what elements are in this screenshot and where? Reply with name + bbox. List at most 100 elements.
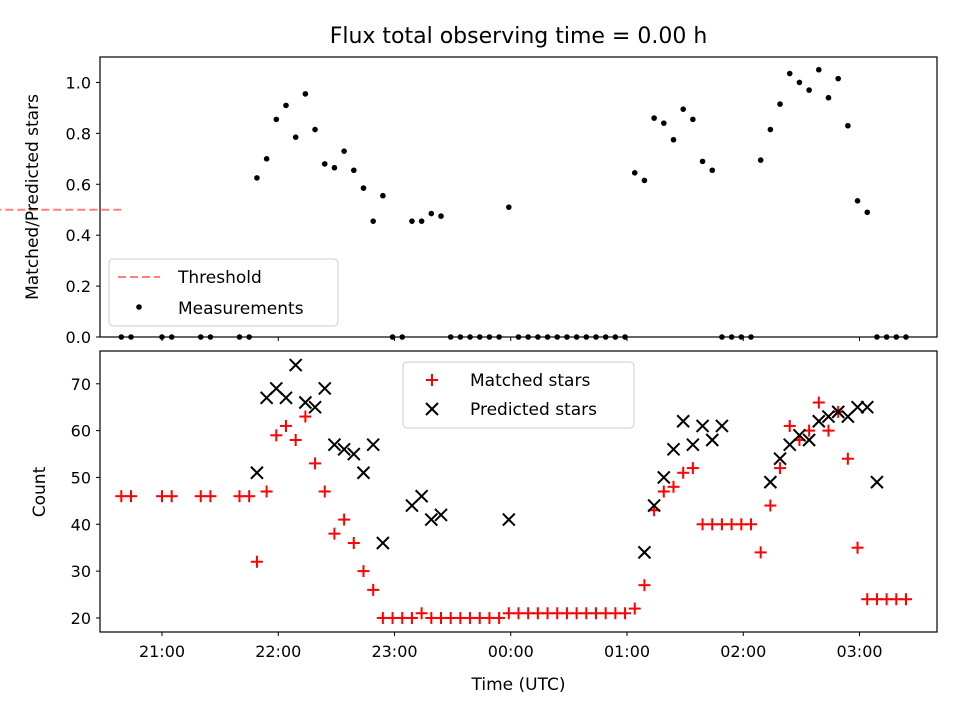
- bottom-y-tick-label: 60: [71, 422, 91, 441]
- predicted-star-point: [250, 466, 264, 480]
- predicted-star-point: [424, 512, 439, 527]
- measurement-point: [767, 126, 774, 133]
- predicted-star-point: [860, 400, 874, 414]
- predicted-star-point: [347, 447, 361, 461]
- measurement-point: [506, 204, 512, 210]
- matched-star-point: [841, 452, 854, 465]
- matched-star-point: [338, 513, 351, 526]
- measurement-point: [263, 156, 270, 162]
- predicted-star-point: [773, 452, 787, 466]
- measurement-point: [380, 192, 386, 199]
- measurement-point: [864, 209, 871, 216]
- measurement-point: [699, 158, 706, 165]
- matched-star-point: [347, 537, 360, 550]
- top-legend: Threshold Measurements: [108, 258, 339, 327]
- matched-star-point: [357, 565, 370, 578]
- matched-star-point: [270, 429, 283, 442]
- matched-star-point: [250, 555, 263, 568]
- top-y-tick-label: 0.2: [66, 277, 91, 296]
- measurement-point: [651, 115, 657, 121]
- predicted-star-point: [366, 437, 380, 452]
- predicted-star-point: [288, 358, 303, 372]
- predicted-star-point: [676, 414, 690, 428]
- predicted-star-point: [279, 391, 293, 405]
- bottom-panel-points: [115, 358, 912, 624]
- predicted-star-point: [695, 419, 710, 433]
- predicted-star-point: [812, 414, 826, 428]
- bottom-y-tick-label: 40: [71, 515, 91, 534]
- bottom-y-tick-label: 20: [71, 609, 91, 628]
- matched-star-point: [493, 611, 506, 624]
- predicted-star-point: [657, 470, 671, 485]
- matched-star-point: [667, 480, 680, 493]
- x-tick-label: 22:00: [255, 642, 301, 661]
- matched-star-point: [754, 546, 767, 559]
- matched-star-point: [628, 602, 641, 615]
- measurement-point: [777, 101, 783, 107]
- measurement-point: [418, 218, 425, 224]
- bottom-legend: Matched stars Predicted stars: [402, 361, 635, 429]
- top-y-tick-label: 1.0: [66, 73, 91, 92]
- bottom-legend-box: [402, 361, 635, 429]
- legend-matched-label: Matched stars: [470, 371, 590, 391]
- bottom-y-tick-label: 70: [71, 375, 91, 394]
- measurement-point: [845, 122, 851, 129]
- measurement-point: [806, 87, 812, 93]
- bottom-y-tick-label: 50: [71, 468, 91, 487]
- matched-star-point: [280, 419, 292, 432]
- matched-star-point: [309, 457, 322, 470]
- x-tick-label: 00:00: [488, 642, 534, 661]
- measurement-point: [302, 91, 309, 97]
- measurement-point: [292, 134, 299, 140]
- matched-star-point: [657, 485, 670, 498]
- matched-star-point: [318, 485, 331, 498]
- measurement-point: [438, 213, 444, 219]
- predicted-star-point: [327, 437, 342, 452]
- matched-star-point: [619, 607, 632, 620]
- matched-star-point: [745, 518, 757, 531]
- predicted-star-point: [802, 433, 816, 447]
- predicted-star-point: [715, 419, 729, 433]
- predicted-star-point: [647, 498, 661, 513]
- legend-predicted-label: Predicted stars: [470, 400, 597, 420]
- predicted-star-point: [666, 442, 681, 457]
- predicted-star-point: [502, 512, 516, 527]
- measurement-point: [370, 218, 376, 224]
- x-tick-label: 01:00: [604, 642, 650, 661]
- measurement-point: [641, 177, 648, 184]
- legend-threshold-label: Threshold: [177, 268, 262, 288]
- measurement-point: [825, 94, 832, 101]
- legend-predicted-swatch: [425, 402, 439, 416]
- legend-measurements-label: Measurements: [178, 299, 304, 319]
- x-tick-label: 21:00: [139, 642, 185, 661]
- measurement-point: [631, 170, 638, 176]
- predicted-star-point: [356, 466, 371, 480]
- x-axis-label: Time (UTC): [471, 675, 566, 695]
- measurement-point: [757, 157, 764, 163]
- predicted-star-point: [792, 428, 807, 443]
- measurement-point: [312, 126, 318, 133]
- top-panel-y-ticks: 0.0 0.2 0.4 0.6 0.8 1.0: [66, 73, 100, 347]
- top-y-tick-label: 0.6: [66, 175, 91, 194]
- predicted-star-point: [337, 442, 351, 457]
- measurement-point: [409, 218, 415, 224]
- top-legend-box: [108, 258, 339, 327]
- predicted-star-point: [831, 405, 845, 419]
- top-y-tick-label: 0.8: [66, 124, 91, 143]
- measurement-point: [254, 175, 260, 181]
- x-tick-label: 23:00: [371, 642, 417, 661]
- matched-star-point: [638, 579, 651, 592]
- predicted-star-point: [637, 545, 652, 560]
- measurement-point: [283, 102, 289, 109]
- predicted-star-point: [763, 475, 778, 489]
- top-y-tick-label: 0.0: [66, 328, 91, 347]
- measurement-point: [680, 106, 686, 112]
- predicted-star-point: [821, 409, 836, 424]
- matched-star-point: [851, 541, 864, 554]
- matched-star-point: [165, 490, 178, 503]
- matched-star-point: [415, 607, 428, 620]
- predicted-star-point: [434, 508, 448, 522]
- measurement-point: [854, 198, 861, 204]
- matched-star-point: [328, 527, 341, 540]
- measurement-point: [796, 79, 803, 86]
